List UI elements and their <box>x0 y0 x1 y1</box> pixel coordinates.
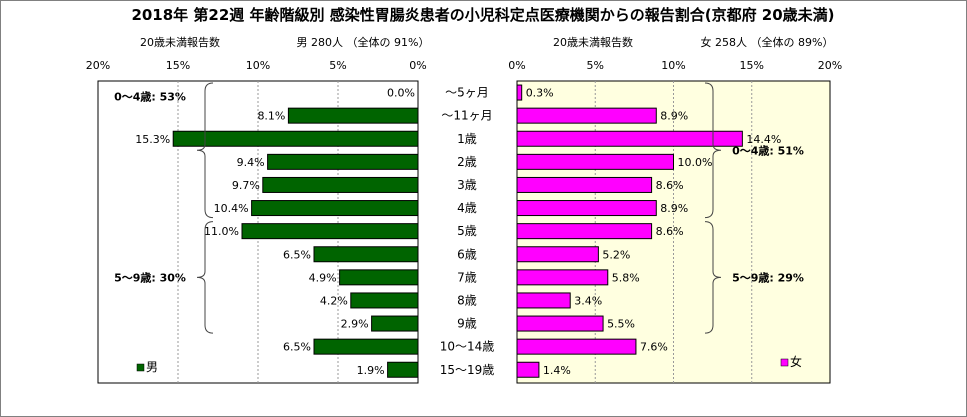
left-tick-label: 10% <box>246 59 270 72</box>
male-bar <box>287 107 419 124</box>
left-header-count-label: 20歳未満報告数 <box>140 36 220 49</box>
male-bar <box>262 176 419 193</box>
category-label: 6歳 <box>457 247 477 261</box>
female-bar <box>516 292 571 309</box>
male-value-label: 11.0% <box>204 225 239 238</box>
female-value-label: 1.4% <box>543 364 571 377</box>
female-value-label: 8.9% <box>660 202 688 215</box>
category-label: 1歳 <box>457 132 477 146</box>
male-value-label: 9.4% <box>237 156 265 169</box>
right-tick-label: 5% <box>587 59 604 72</box>
female-value-label: 5.5% <box>607 318 635 331</box>
male-bar <box>251 200 419 217</box>
male-bar <box>339 269 419 286</box>
female-value-label: 8.6% <box>656 225 684 238</box>
female-value-label: 14.4% <box>746 133 781 146</box>
category-label: 8歳 <box>457 293 477 307</box>
category-label: 7歳 <box>457 270 477 284</box>
female-legend-swatch <box>780 358 789 367</box>
male-bar <box>371 315 419 332</box>
right-age-group-brace <box>704 221 722 334</box>
male-value-label: 6.5% <box>283 248 311 261</box>
female-bar <box>516 200 657 217</box>
category-label: 3歳 <box>457 178 477 192</box>
left-tick-label: 15% <box>166 59 190 72</box>
category-label: 5歳 <box>457 224 477 238</box>
left-age-group-label: 0～4歳: 53% <box>114 90 186 104</box>
male-value-label: 8.1% <box>257 110 285 123</box>
right-tick-label: 0% <box>508 59 525 72</box>
female-value-label: 5.8% <box>612 271 640 284</box>
female-bar <box>516 107 657 124</box>
female-value-label: 5.2% <box>602 248 630 261</box>
male-bar <box>241 223 419 240</box>
left-tick-label: 0% <box>409 59 426 72</box>
category-label: ～5ヶ月 <box>445 86 489 100</box>
category-label: 2歳 <box>457 155 477 169</box>
male-value-label: 6.5% <box>283 341 311 354</box>
male-bar <box>172 130 419 147</box>
male-value-label: 10.4% <box>214 202 249 215</box>
category-label: 4歳 <box>457 201 477 215</box>
female-bar <box>516 153 674 170</box>
female-bar <box>516 176 653 193</box>
female-value-label: 0.3% <box>526 87 554 100</box>
female-value-label: 3.4% <box>574 294 602 307</box>
male-legend-label: 男 <box>146 360 158 374</box>
left-age-group-brace <box>196 82 214 219</box>
right-tick-label: 15% <box>740 59 764 72</box>
female-bar <box>516 361 540 378</box>
male-value-label: 2.9% <box>341 318 369 331</box>
male-value-label: 15.3% <box>135 133 170 146</box>
male-value-label: 1.9% <box>357 364 385 377</box>
right-header-count-label: 20歳未満報告数 <box>553 36 633 49</box>
left-tick-label: 5% <box>329 59 346 72</box>
male-value-label: 9.7% <box>232 179 260 192</box>
right-tick-label: 20% <box>818 59 842 72</box>
category-label: 10～14歳 <box>440 340 495 354</box>
female-bar <box>516 338 637 355</box>
male-legend-swatch <box>136 363 145 372</box>
female-bar <box>516 84 523 101</box>
male-value-label: 4.9% <box>309 271 337 284</box>
left-age-group-brace <box>196 221 214 334</box>
chart-title: 2018年 第22週 年齢階級別 感染性胃腸炎患者の小児科定点医療機関からの報告… <box>131 6 834 24</box>
right-age-group-label: 0～4歳: 51% <box>732 143 804 157</box>
male-value-label: 4.2% <box>320 294 348 307</box>
female-bar <box>516 315 604 332</box>
female-value-label: 8.6% <box>656 179 684 192</box>
right-tick-label: 10% <box>661 59 685 72</box>
female-bar <box>516 246 599 263</box>
male-bar <box>387 361 419 378</box>
left-tick-label: 20% <box>86 59 110 72</box>
male-bar <box>350 292 419 309</box>
female-value-label: 8.9% <box>660 110 688 123</box>
female-bar <box>516 223 653 240</box>
female-legend-label: 女 <box>790 354 802 369</box>
category-label: 15～19歳 <box>440 363 495 377</box>
right-header-total: 女 258人 （全体の 89%） <box>701 35 834 49</box>
category-label: 9歳 <box>457 317 477 331</box>
right-age-group-brace <box>704 82 722 219</box>
male-value-label: 0.0% <box>387 87 415 100</box>
female-bar <box>516 269 609 286</box>
female-value-label: 10.0% <box>678 156 713 169</box>
male-bar <box>267 153 419 170</box>
female-value-label: 7.6% <box>640 341 668 354</box>
male-bar <box>313 246 419 263</box>
male-bar <box>313 338 419 355</box>
category-label: ～11ヶ月 <box>441 109 492 123</box>
right-age-group-label: 5～9歳: 29% <box>732 270 804 284</box>
left-header-total: 男 280人 （全体の 91%） <box>297 35 430 49</box>
left-age-group-label: 5～9歳: 30% <box>114 270 186 284</box>
female-bar <box>516 130 743 147</box>
